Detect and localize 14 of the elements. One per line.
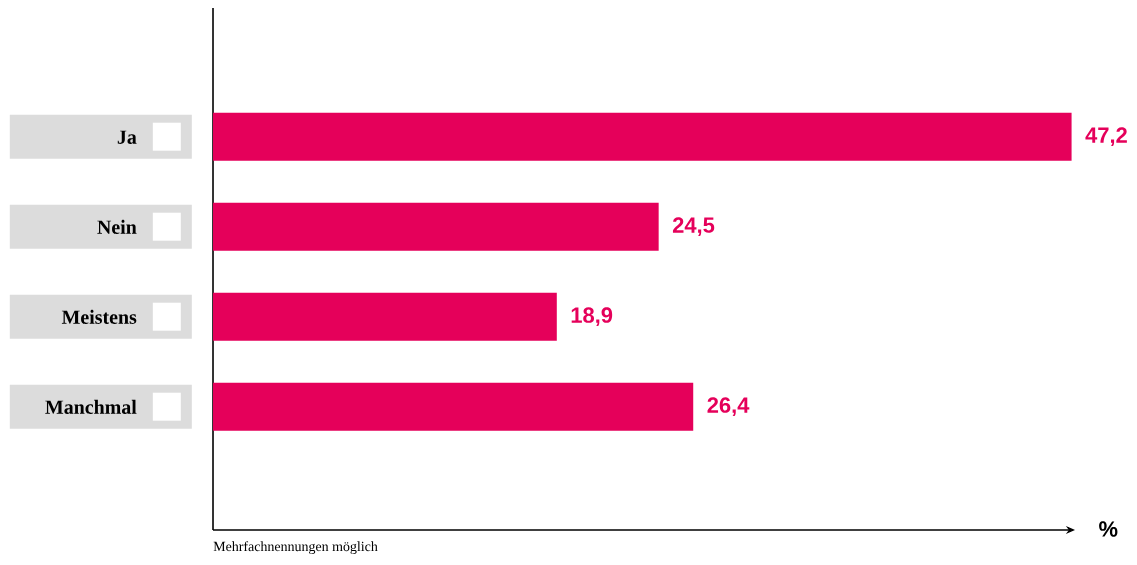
- bar: [213, 112, 1072, 161]
- text: Mehrfachnennungen möglich: [213, 541, 378, 555]
- bar: [213, 202, 659, 251]
- data-label: 47,2: [1085, 127, 1127, 147]
- y-tick-label: Meistens: [61, 309, 137, 324]
- data-label: 18,9: [571, 307, 613, 327]
- bar: [213, 292, 557, 341]
- x-axis-title: %: [1099, 521, 1118, 537]
- y-tick-label: Ja: [117, 130, 137, 144]
- bar: [213, 382, 694, 431]
- y-tick-label: Nein: [97, 219, 137, 234]
- y-tick-label: Manchmal: [45, 399, 137, 414]
- data-label: 24,5: [672, 217, 715, 237]
- data-label: 26,4: [707, 397, 750, 417]
